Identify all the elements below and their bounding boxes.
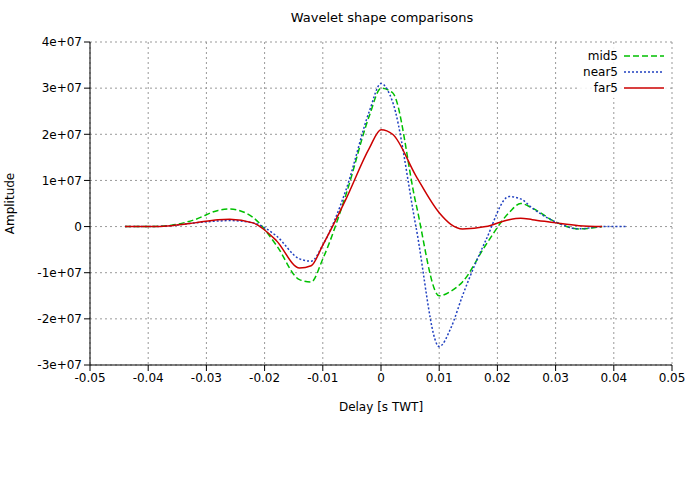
svg-text:0: 0: [74, 220, 82, 234]
svg-text:-0.02: -0.02: [249, 371, 280, 385]
svg-text:-3e+07: -3e+07: [37, 358, 82, 372]
svg-text:-1e+07: -1e+07: [37, 266, 82, 280]
svg-text:-0.03: -0.03: [191, 371, 222, 385]
html-text:mid5: mid5: [587, 49, 618, 63]
svg-text:0.05: 0.05: [659, 371, 686, 385]
svg-text:Delay [s TWT]: Delay [s TWT]: [339, 400, 423, 414]
svg-text:4e+07: 4e+07: [42, 35, 82, 49]
html-text:near5: near5: [583, 65, 618, 79]
svg-text:0.04: 0.04: [600, 371, 627, 385]
svg-text:3e+07: 3e+07: [42, 81, 82, 95]
svg-text:0: 0: [377, 371, 385, 385]
svg-text:0.01: 0.01: [426, 371, 453, 385]
svg-text:-0.01: -0.01: [307, 371, 338, 385]
html-text:Wavelet shape comparisons: Wavelet shape comparisons: [290, 10, 474, 25]
svg-text:0.03: 0.03: [542, 371, 569, 385]
svg-text:0.02: 0.02: [484, 371, 511, 385]
svg-text:Amplitude: Amplitude: [3, 173, 17, 235]
svg-text:2e+07: 2e+07: [42, 128, 82, 142]
svg-text:-2e+07: -2e+07: [37, 312, 82, 326]
svg-text:1e+07: 1e+07: [42, 174, 82, 188]
svg-text:-0.04: -0.04: [133, 371, 164, 385]
html-text:far5: far5: [593, 81, 618, 95]
svg-text:-0.05: -0.05: [74, 371, 105, 385]
